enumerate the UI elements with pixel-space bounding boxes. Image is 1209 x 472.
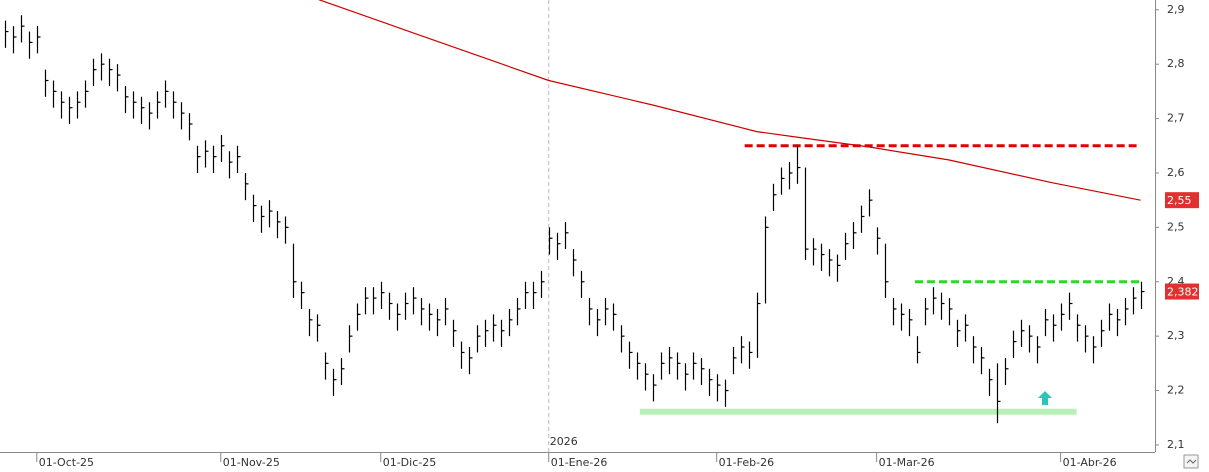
- y-tick-label: 2,1: [1167, 438, 1185, 451]
- y-tick-label: 2,3: [1167, 329, 1185, 342]
- y-tick-label: 2,9: [1167, 3, 1185, 16]
- x-tick-label: 01-Ene-26: [551, 456, 608, 469]
- y-tick-label: 2,8: [1167, 57, 1185, 70]
- x-tick-label: 01-Oct-25: [39, 456, 94, 469]
- price-tag: [1165, 192, 1199, 209]
- x-tick-label: 01-Nov-25: [223, 456, 280, 469]
- x-tick-label: 01-Dic-25: [383, 456, 437, 469]
- year-label: 2026: [550, 435, 578, 448]
- x-tick-label: 01-Feb-26: [719, 456, 774, 469]
- scroll-icon: [1186, 459, 1197, 464]
- price-tag-label: 2,55: [1167, 194, 1192, 207]
- price-tag: [1165, 283, 1199, 300]
- y-tick-label: 2,6: [1167, 166, 1185, 179]
- price-tag-label: 2,382: [1167, 286, 1199, 299]
- x-tick-label: 01-Mar-26: [879, 456, 935, 469]
- up-arrow: [1038, 391, 1052, 405]
- y-tick-label: 2,7: [1167, 112, 1185, 125]
- x-tick-label: 01-Abr-26: [1063, 456, 1117, 469]
- y-tick-label: 2,2: [1167, 384, 1185, 397]
- moving-average: [318, 0, 1141, 201]
- y-tick-label: 2,5: [1167, 220, 1185, 233]
- plot-area: [4, 0, 1145, 452]
